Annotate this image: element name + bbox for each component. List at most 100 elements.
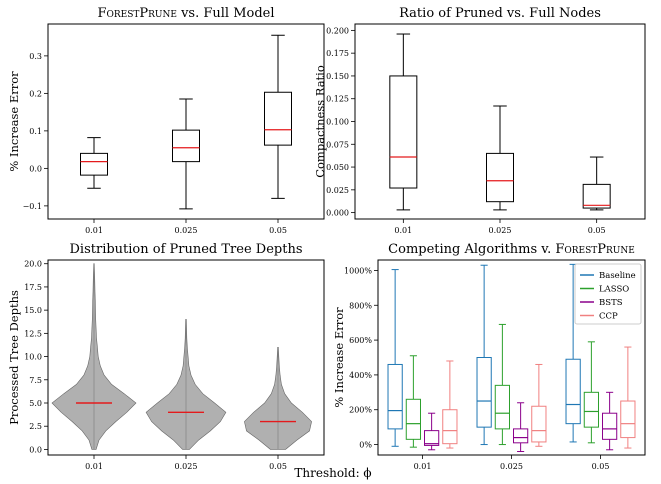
y-axis-label: % Increase Error xyxy=(7,71,21,172)
x-tick-label: 0.01 xyxy=(394,226,412,235)
violin-0.01 xyxy=(51,263,137,450)
chart-title-1: ForestPrune vs. Full Model xyxy=(97,6,274,21)
legend-frame xyxy=(574,263,642,325)
y-tick-label: 0.0 xyxy=(29,445,42,454)
y-tick-label: 17.5 xyxy=(24,283,42,292)
y-tick-label: 1000% xyxy=(344,266,372,275)
x-tick-label: 0.025 xyxy=(175,462,198,471)
violin-0.025 xyxy=(145,319,227,450)
y-tick-label: 0% xyxy=(359,441,372,450)
panel-4: Competing Algorithms v. ForestPrune % Inc… xyxy=(332,242,646,471)
box-iqr xyxy=(565,358,581,425)
box-iqr xyxy=(442,409,458,445)
y-tick-label: 10.0 xyxy=(24,353,42,362)
box-0.01 xyxy=(389,33,418,211)
y-axis-label: Compactness Ratio xyxy=(313,65,327,178)
x-tick-label: 0.05 xyxy=(269,462,287,471)
figure-xlabel: Threshold: ϕ xyxy=(294,466,371,480)
box-iqr xyxy=(494,384,510,430)
y-tick-label: 0.0 xyxy=(29,164,42,173)
y-tick-label: 0.075 xyxy=(326,140,349,149)
box-CCP-0.05 xyxy=(620,346,636,449)
box-iqr xyxy=(387,363,403,430)
box-iqr xyxy=(531,405,547,443)
panel-2: Ratio of Pruned vs. Full Nodes Compactnes… xyxy=(313,6,646,235)
box-iqr xyxy=(424,430,440,446)
x-tick-label: 0.01 xyxy=(85,226,103,235)
x-tick-label: 0.025 xyxy=(175,226,198,235)
box-iqr xyxy=(620,400,636,439)
x-tick-label: 0.05 xyxy=(592,462,610,471)
title-part-0: Competing Algorithms v. xyxy=(388,242,555,257)
y-tick-label: 0.025 xyxy=(326,186,349,195)
y-tick-label: 0.3 xyxy=(29,52,42,61)
box-iqr xyxy=(264,91,292,146)
y-tick-label: 0.150 xyxy=(326,72,349,81)
box-LASSO-0.05 xyxy=(583,341,599,444)
y-tick-label: 15.0 xyxy=(24,306,42,315)
box-iqr xyxy=(405,398,421,440)
box-iqr xyxy=(389,75,418,189)
y-tick-label: 0.000 xyxy=(326,209,349,218)
box-Baseline-0.01 xyxy=(387,269,403,447)
y-tick-label: 20.0 xyxy=(24,260,42,269)
y-tick-label: 7.5 xyxy=(29,376,42,385)
x-tick-label: 0.01 xyxy=(85,462,103,471)
y-tick-label: 0.200 xyxy=(326,26,349,35)
y-tick-label: 0.2 xyxy=(29,89,42,98)
box-0.05 xyxy=(264,34,292,199)
box-LASSO-0.025 xyxy=(494,323,510,446)
legend-label-BSTS: BSTS xyxy=(599,298,623,308)
y-tick-label: −0.1 xyxy=(23,202,42,211)
y-tick-label: 0.175 xyxy=(326,49,349,58)
box-iqr xyxy=(172,129,200,163)
x-tick-label: 0.05 xyxy=(588,226,606,235)
box-0.025 xyxy=(486,105,514,211)
x-tick-label: 0.05 xyxy=(269,226,287,235)
box-CCP-0.01 xyxy=(442,360,458,449)
box-iqr xyxy=(80,152,108,176)
y-tick-label: 5.0 xyxy=(29,399,42,408)
y-axis-label: Processed Tree Depths xyxy=(7,290,21,425)
box-iqr xyxy=(602,412,618,440)
y-tick-label: 400% xyxy=(349,371,372,380)
chart-title-4: Competing Algorithms v. ForestPrune xyxy=(388,242,635,257)
y-tick-label: 0.100 xyxy=(326,118,349,127)
y-tick-label: 0.125 xyxy=(326,95,349,104)
y-tick-label: 200% xyxy=(349,406,372,415)
title-part-1: ForestPrune xyxy=(555,242,634,257)
box-iqr xyxy=(582,183,611,209)
legend: Baseline LASSO BSTS CCP xyxy=(574,263,642,325)
y-tick-label: 2.5 xyxy=(29,422,42,431)
legend-label-CCP: CCP xyxy=(599,312,618,322)
box-Baseline-0.025 xyxy=(476,264,492,446)
box-BSTS-0.05 xyxy=(602,391,618,451)
x-tick-label: 0.01 xyxy=(414,462,432,471)
box-iqr xyxy=(486,152,514,203)
box-BSTS-0.025 xyxy=(513,402,529,453)
box-CCP-0.025 xyxy=(531,363,547,447)
box-iqr xyxy=(583,391,599,428)
box-LASSO-0.01 xyxy=(405,355,421,448)
legend-label-LASSO: LASSO xyxy=(599,285,629,295)
box-iqr xyxy=(513,428,529,444)
y-tick-label: 12.5 xyxy=(24,329,42,338)
x-tick-label: 0.025 xyxy=(500,462,523,471)
y-tick-label: 0.1 xyxy=(29,127,42,136)
violin-0.05 xyxy=(244,347,312,450)
y-tick-label: 800% xyxy=(349,301,372,310)
legend-label-Baseline: Baseline xyxy=(599,271,636,281)
panel-3: Distribution of Pruned Tree Depths Proces… xyxy=(7,242,325,471)
x-tick-label: 0.025 xyxy=(489,226,512,235)
y-axis-label: % Increase Error xyxy=(332,307,346,408)
box-iqr xyxy=(476,357,492,428)
y-tick-label: 0.050 xyxy=(326,163,349,172)
box-0.05 xyxy=(582,156,611,211)
chart-title-3: Distribution of Pruned Tree Depths xyxy=(70,242,303,257)
panel-1: ForestPrune vs. Full Model % Increase Err… xyxy=(7,6,325,235)
title-part-0: ForestPrune xyxy=(97,6,176,21)
box-BSTS-0.01 xyxy=(424,412,440,451)
title-part-1: vs. Full Model xyxy=(177,6,275,21)
y-tick-label: 600% xyxy=(349,336,372,345)
